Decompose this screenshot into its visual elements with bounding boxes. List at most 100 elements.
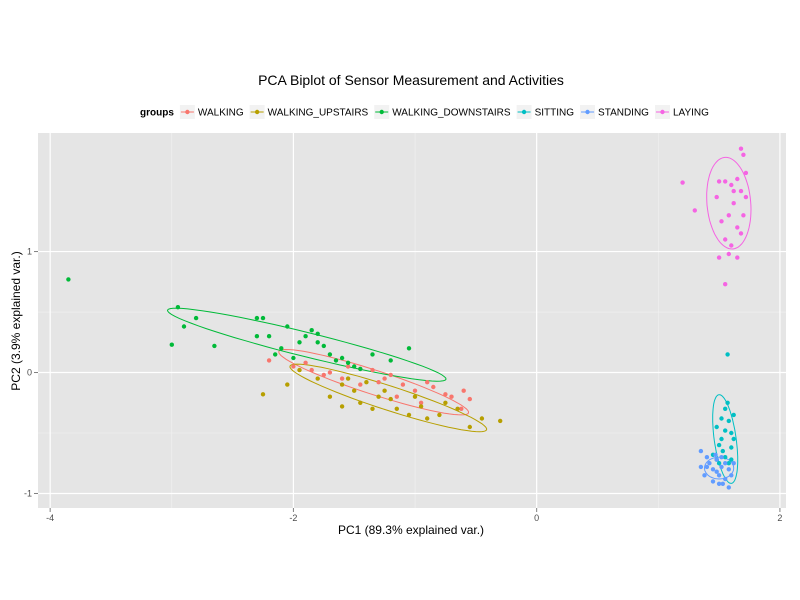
point-standing [726,485,731,490]
point-sitting [719,416,724,421]
point-standing [702,473,707,478]
point-walking [327,370,333,375]
legend-key-point [585,109,590,115]
point-walking-upstairs [455,406,460,411]
point-standing [723,461,728,466]
legend-item: WALKING [179,105,244,119]
point-walking-downstairs [327,352,333,357]
point-sitting [726,461,731,466]
point-walking [431,384,436,390]
point-laying [723,179,728,184]
point-walking-downstairs [315,340,320,345]
point-walking-downstairs [279,346,284,351]
legend-label: STANDING [598,108,649,119]
legend-label: WALKING [198,108,244,119]
point-sitting [723,455,728,460]
legend-label: LAYING [673,108,709,119]
point-walking-upstairs [467,424,472,430]
x-tick-label: 0 [534,513,539,523]
point-walking-downstairs [345,360,351,365]
grid [38,133,786,508]
point-sitting [726,418,731,424]
point-laying [738,146,744,151]
point-walking-upstairs [364,380,369,385]
point-walking-upstairs [376,394,381,399]
point-walking-upstairs [437,412,442,418]
point-laying [716,255,722,260]
point-walking [418,400,424,405]
point-walking-downstairs [193,315,199,321]
point-walking-upstairs [345,376,351,381]
point-walking-downstairs [370,352,375,357]
point-standing [716,473,722,478]
point-standing [713,452,718,457]
point-laying [719,219,724,224]
point-standing [710,467,716,472]
point-walking-downstairs [254,334,260,339]
point-standing [704,455,710,460]
point-walking-downstairs [297,340,302,345]
point-standing [720,481,725,486]
point-laying [729,182,734,188]
point-walking-downstairs [260,315,266,321]
point-sitting [729,457,734,462]
point-walking [309,367,314,373]
x-tick-label: -4 [46,513,54,523]
point-laying [692,208,697,213]
point-walking [400,382,406,387]
point-sitting [720,448,725,454]
point-walking-downstairs [303,334,308,339]
legend-key-point [660,109,665,115]
point-walking [303,360,308,365]
legend-label: SITTING [535,108,575,119]
legend: groups WALKING WALKING_UPSTAIRS WALKING_DOW… [140,105,709,119]
point-sitting [723,428,728,433]
point-walking-upstairs [443,400,448,405]
point-walking-upstairs [412,394,418,399]
point-standing [716,481,722,486]
point-sitting [729,430,734,436]
point-walking [394,394,399,399]
point-laying [738,188,744,194]
point-laying [729,243,734,248]
point-walking [382,376,387,381]
point-walking-upstairs [370,406,375,411]
point-walking [358,382,363,387]
point-sitting [716,442,722,448]
point-walking-downstairs [358,366,363,372]
point-laying [723,282,728,287]
point-laying [741,152,746,157]
legend-label: WALKING_UPSTAIRS [268,108,369,119]
point-laying [731,201,736,206]
point-sitting [731,436,736,442]
legend-item: WALKING_UPSTAIRS [249,105,369,119]
point-laying [735,255,740,260]
point-walking-upstairs [418,404,424,409]
point-walking-upstairs [260,392,266,397]
axes: -4 -2 0 2 -1 0 1 [24,247,782,523]
y-tick-label: 0 [27,368,32,378]
x-tick-label: -2 [289,513,297,523]
point-walking-downstairs [266,334,272,339]
point-standing [719,455,724,460]
ellipse-walking-downstairs [166,307,447,382]
point-walking-upstairs [327,394,333,399]
point-standing [714,457,719,462]
point-laying [726,213,731,218]
point-walking-upstairs [406,412,412,418]
point-walking-downstairs [66,277,71,282]
point-walking-downstairs [309,328,314,333]
point-walking-downstairs [169,342,174,347]
legend-key-point [185,109,190,115]
point-sitting [716,461,722,466]
point-walking-upstairs [315,376,320,381]
point-standing [726,467,731,472]
point-laying [743,194,749,200]
point-walking [376,380,381,385]
point-laying [738,231,744,236]
point-standing [729,473,734,478]
point-standing [707,461,712,466]
point-walking-upstairs [479,416,485,421]
point-laying [726,251,731,257]
ellipses [166,156,752,484]
